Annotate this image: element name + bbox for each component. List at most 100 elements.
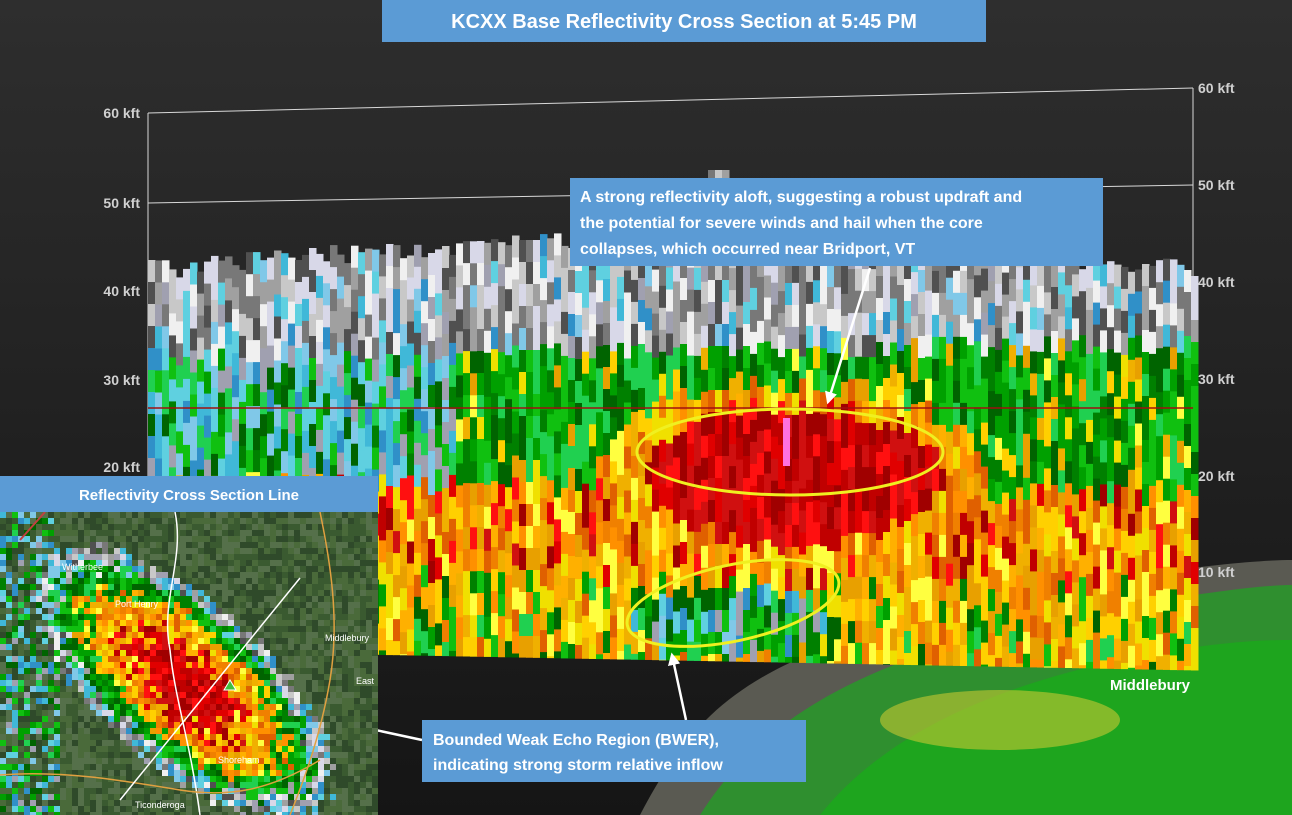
map-cell: [222, 638, 229, 645]
map-cell: [24, 686, 31, 693]
map-cell: [54, 620, 61, 627]
reflectivity-cell: [722, 588, 730, 611]
reflectivity-cell: [890, 628, 898, 651]
map-cell: [198, 680, 205, 687]
map-cell: [240, 566, 247, 573]
map-cell: [216, 530, 223, 537]
reflectivity-cell: [652, 643, 660, 661]
map-cell: [30, 590, 37, 597]
reflectivity-cell: [596, 588, 604, 611]
map-cell: [204, 746, 211, 753]
reflectivity-cell: [1135, 489, 1143, 512]
map-cell: [186, 728, 193, 735]
map-cell: [168, 644, 175, 651]
map-cell: [234, 584, 241, 591]
reflectivity-cell: [974, 583, 982, 606]
reflectivity-cell: [330, 333, 338, 356]
reflectivity-cell: [1072, 274, 1080, 297]
reflectivity-cell: [904, 257, 912, 280]
reflectivity-cell: [505, 487, 513, 510]
map-cell: [66, 596, 73, 603]
reflectivity-cell: [435, 623, 443, 646]
reflectivity-cell: [162, 304, 170, 327]
reflectivity-cell: [890, 606, 898, 629]
reflectivity-cell: [974, 319, 982, 342]
reflectivity-cell: [176, 453, 184, 476]
reflectivity-cell: [960, 292, 968, 316]
reflectivity-cell: [596, 456, 604, 479]
reflectivity-cell: [211, 255, 219, 279]
map-cell: [138, 548, 145, 555]
reflectivity-cell: [666, 465, 674, 488]
reflectivity-cell: [414, 332, 422, 356]
map-cell: [204, 512, 211, 519]
reflectivity-cell: [701, 611, 709, 635]
map-cell: [84, 722, 91, 729]
reflectivity-cell: [512, 587, 520, 610]
reflectivity-cell: [932, 358, 940, 382]
map-cell: [96, 656, 103, 663]
reflectivity-cell: [1030, 615, 1038, 638]
map-cell: [96, 512, 103, 519]
reflectivity-cell: [799, 598, 807, 621]
reflectivity-cell: [1107, 613, 1115, 636]
map-cell: [192, 752, 199, 759]
reflectivity-cell: [1149, 551, 1157, 575]
reflectivity-cell: [610, 307, 618, 330]
map-cell: [36, 686, 43, 693]
map-cell: [204, 560, 211, 567]
map-cell: [6, 734, 13, 741]
reflectivity-cell: [1044, 292, 1052, 315]
map-cell: [60, 656, 67, 663]
reflectivity-cell: [1009, 565, 1017, 588]
map-cell: [0, 572, 7, 579]
reflectivity-cell: [1135, 577, 1143, 600]
reflectivity-cell: [617, 430, 625, 454]
reflectivity-cell: [274, 426, 282, 449]
reflectivity-cell: [1030, 329, 1038, 352]
map-cell: [12, 716, 19, 723]
reflectivity-cell: [680, 608, 688, 631]
reflectivity-cell: [750, 287, 758, 311]
reflectivity-cell: [1009, 455, 1017, 478]
reflectivity-cell: [995, 525, 1003, 549]
map-cell: [84, 704, 91, 711]
reflectivity-cell: [638, 344, 646, 367]
reflectivity-cell: [1128, 381, 1136, 405]
reflectivity-cell: [974, 451, 982, 474]
map-cell: [60, 698, 67, 705]
reflectivity-cell: [974, 627, 982, 650]
reflectivity-cell: [1016, 465, 1024, 488]
map-cell: [120, 608, 127, 615]
map-cell: [18, 758, 25, 765]
reflectivity-cell: [1156, 480, 1164, 503]
map-cell: [18, 572, 25, 579]
map-cell: [78, 542, 85, 549]
map-cell: [48, 620, 55, 627]
reflectivity-cell: [421, 389, 429, 412]
map-cell: [150, 770, 157, 777]
reflectivity-cell: [680, 564, 688, 587]
map-cell: [186, 614, 193, 621]
reflectivity-cell: [253, 384, 261, 407]
reflectivity-cell: [960, 314, 968, 338]
reflectivity-cell: [533, 504, 541, 527]
reflectivity-cell: [1163, 544, 1171, 568]
reflectivity-cell: [757, 628, 765, 652]
reflectivity-cell: [736, 613, 744, 637]
reflectivity-cell: [687, 575, 695, 599]
reflectivity-cell: [659, 593, 667, 617]
map-cell: [42, 614, 49, 621]
map-cell: [102, 590, 109, 597]
reflectivity-cell: [778, 489, 786, 512]
map-cell: [18, 812, 25, 815]
map-cell: [24, 632, 31, 639]
map-cell: [66, 566, 73, 573]
reflectivity-cell: [512, 631, 520, 654]
reflectivity-cell: [848, 643, 856, 664]
map-cell: [102, 728, 109, 735]
map-cell: [150, 746, 157, 753]
reflectivity-cell: [778, 467, 786, 490]
map-cell: [156, 614, 163, 621]
map-cell: [216, 686, 223, 693]
